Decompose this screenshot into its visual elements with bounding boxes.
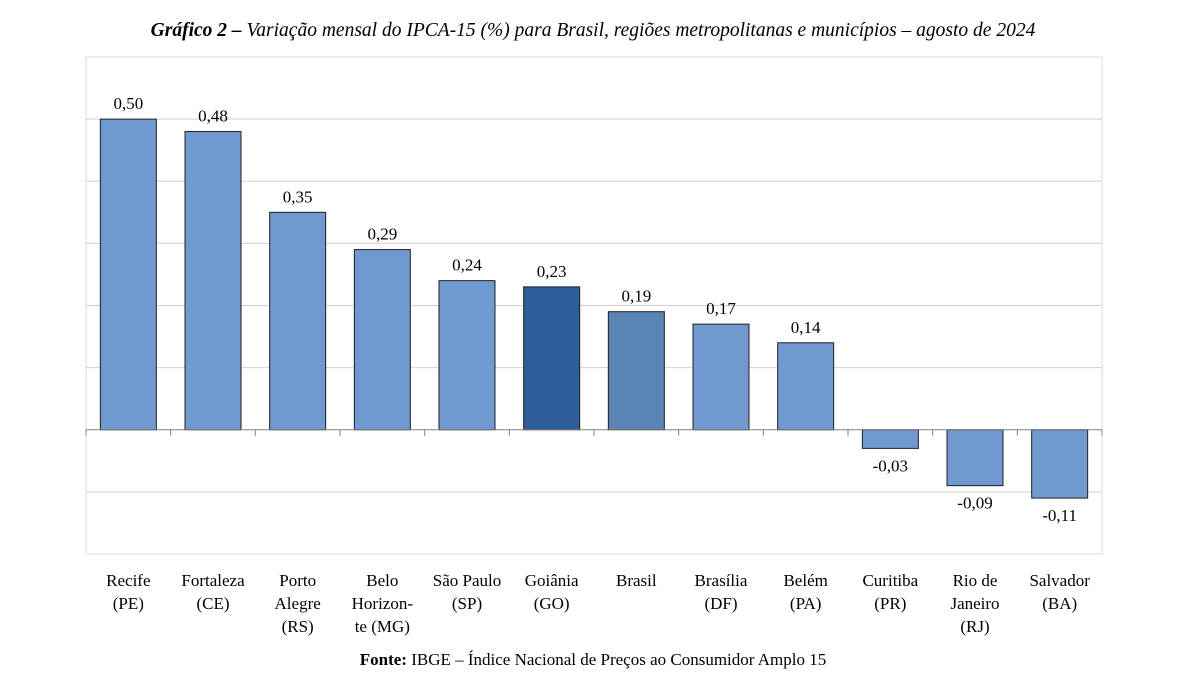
bar-8 (692, 323, 750, 431)
category-label: Curitiba (862, 571, 918, 590)
category-label: Rio de (953, 571, 998, 590)
chart-title-text: Variação mensal do IPCA-15 (%) para Bras… (246, 20, 1036, 41)
category-label: (PR) (874, 594, 906, 613)
category-label: Belo (366, 571, 398, 590)
category-axis (85, 429, 1103, 436)
category-label: (RS) (282, 617, 314, 636)
category-label: (DF) (704, 594, 737, 613)
category-label: Recife (106, 571, 150, 590)
bar-1 (99, 118, 157, 431)
bar-12 (1031, 429, 1089, 499)
data-label: 0,29 (367, 225, 397, 244)
category-labels: Recife (PE) Fortaleza (CE) Porto Alegre (RS) Be… (106, 571, 1090, 636)
category-label: (PE) (113, 594, 144, 613)
chart-title-prefix: Gráfico 2 – (150, 20, 242, 41)
data-label: -0,09 (957, 494, 992, 513)
category-label: Salvador (1029, 571, 1090, 590)
source-label: Fonte: (359, 650, 407, 669)
data-label: 0,19 (621, 287, 651, 306)
bar-11 (946, 429, 1004, 487)
gridlines (86, 118, 1102, 493)
data-label: 0,35 (283, 187, 313, 206)
data-label: 0,50 (113, 94, 143, 113)
source-note: Fonte: IBGE – Índice Nacional de Preços … (0, 650, 1186, 670)
category-label: Horizon- (352, 594, 414, 613)
category-label: Alegre (275, 594, 321, 613)
category-label: São Paulo (433, 571, 501, 590)
source-text: IBGE – Índice Nacional de Preços ao Cons… (411, 650, 827, 669)
chart-title: Gráfico 2 – Variação mensal do IPCA-15 (… (0, 20, 1186, 42)
bar-6 (523, 286, 581, 431)
category-label: (CE) (196, 594, 229, 613)
category-label: (RJ) (960, 617, 989, 636)
data-label: 0,24 (452, 256, 482, 275)
category-label: (SP) (452, 594, 482, 613)
category-label: Porto (279, 571, 316, 590)
bar-3 (269, 211, 327, 431)
category-label: Goiânia (525, 571, 579, 590)
data-label: -0,11 (1042, 506, 1077, 525)
category-label: Fortaleza (181, 571, 245, 590)
bar-9 (777, 342, 835, 431)
category-label: Brasil (616, 571, 657, 590)
category-label: te (MG) (355, 617, 410, 636)
bar-7 (607, 311, 665, 431)
category-label: (PA) (790, 594, 822, 613)
category-label: (BA) (1042, 594, 1077, 613)
data-labels: 0,50 0,48 0,35 0,29 0,24 0,23 0,19 0,17 0,14 -0,0… (113, 94, 1077, 525)
data-label: 0,48 (198, 107, 228, 126)
bar-5 (438, 280, 496, 431)
category-label: Brasília (695, 571, 748, 590)
data-label: 0,23 (537, 262, 567, 281)
bar-2 (184, 131, 242, 431)
category-label: (GO) (534, 594, 570, 613)
bar-10 (861, 429, 919, 449)
category-label: Belém (783, 571, 827, 590)
data-label: -0,03 (873, 456, 908, 475)
data-label: 0,17 (706, 299, 736, 318)
bars (99, 118, 1089, 499)
category-label: Janeiro (950, 594, 999, 613)
bar-4 (353, 249, 411, 431)
data-label: 0,14 (791, 318, 821, 337)
